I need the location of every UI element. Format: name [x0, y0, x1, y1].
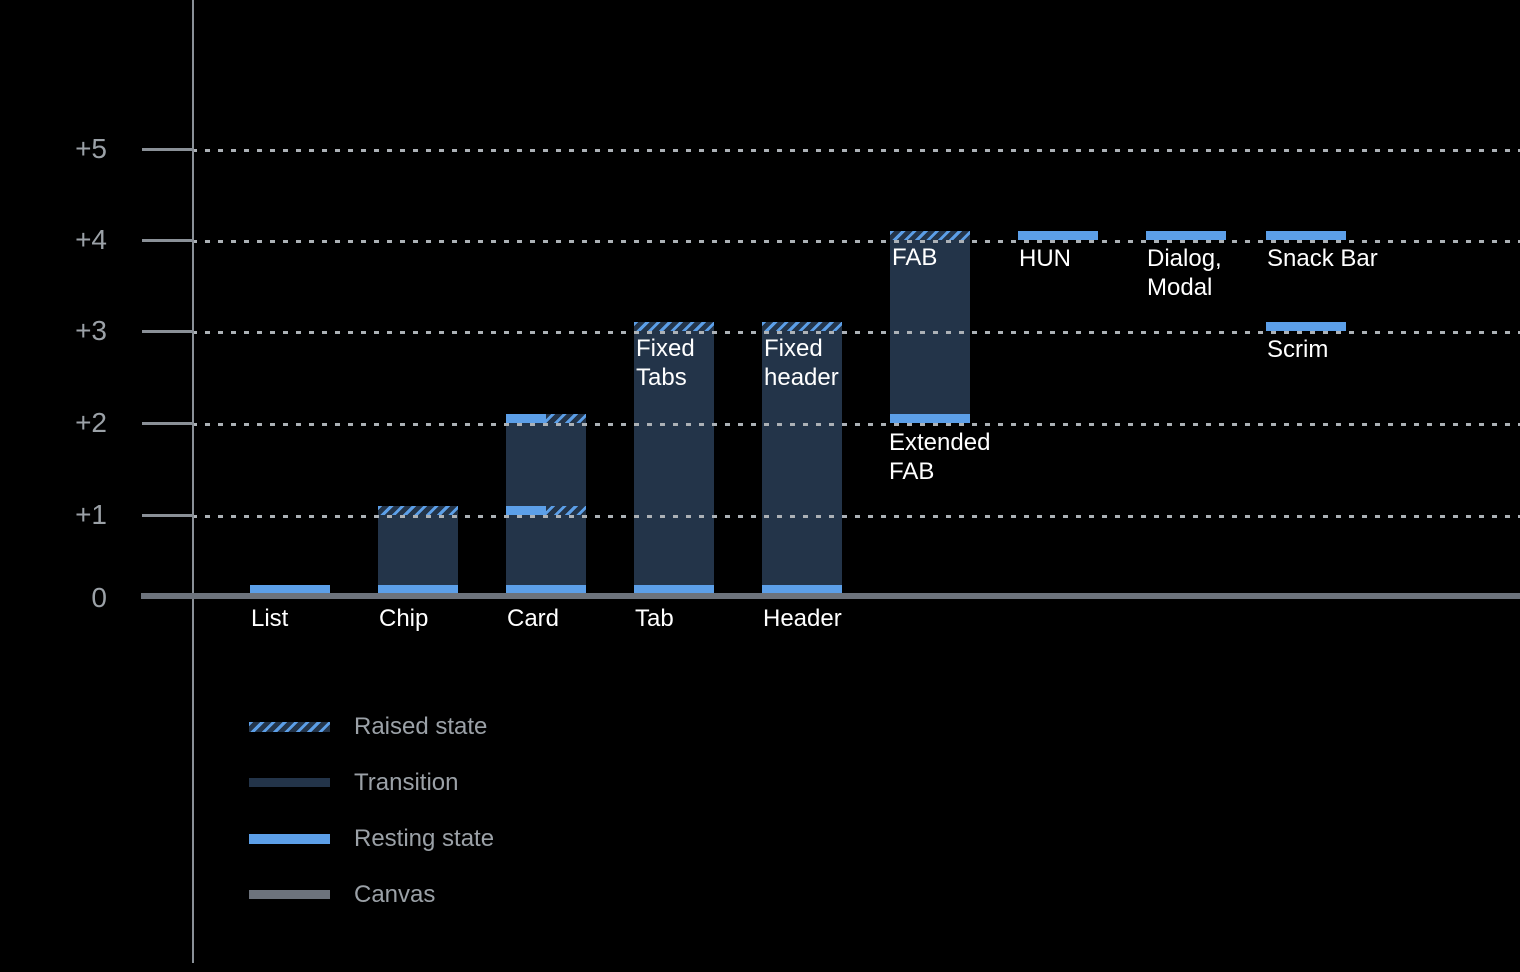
ytick-mark-+5 — [142, 148, 192, 151]
ytick-label-+1: +1 — [75, 499, 107, 530]
band-split-card — [506, 414, 586, 423]
canvas-baseline — [141, 593, 1520, 599]
axis-label-card: Card — [507, 605, 560, 632]
legend-swatch-canvas — [249, 890, 330, 899]
label-snack-bar: Snack Bar — [1267, 245, 1378, 272]
band-split-card — [506, 506, 586, 515]
axis-label-tab: Tab — [635, 605, 674, 632]
floating-bar-snack-bar — [1266, 231, 1346, 240]
band-resting-list — [250, 585, 330, 594]
gridline-+5 — [192, 149, 1520, 152]
band-resting-chip — [378, 585, 458, 594]
ytick-label-0: 0 — [91, 582, 107, 613]
inner-label-extended-fab: FAB — [892, 244, 938, 271]
axis-label-chip: Chip — [379, 605, 429, 632]
bar-tab: Fixed Tabs — [634, 322, 714, 594]
ytick-label-+4: +4 — [75, 224, 107, 255]
legend-label-resting: Resting state — [354, 825, 495, 852]
legend-swatch-transition — [249, 778, 330, 787]
axis-label-header: Header — [763, 605, 842, 632]
ytick-label-+2: +2 — [75, 407, 107, 438]
bar-card — [506, 414, 586, 594]
inner-label-tab: Fixed Tabs — [636, 335, 695, 391]
axis-label-list: List — [251, 605, 289, 632]
ytick-label-+5: +5 — [75, 133, 107, 164]
gridline-+3 — [192, 331, 1520, 334]
legend-label-raised: Raised state — [354, 713, 488, 740]
legend-swatch-resting — [249, 834, 330, 844]
bar-list — [250, 585, 330, 594]
ytick-label-+3: +3 — [75, 315, 107, 346]
bar-header: Fixed header — [762, 322, 842, 594]
band-resting-card — [506, 585, 586, 594]
legend-label-transition: Transition — [354, 768, 459, 796]
label-dialog-modal: Dialog, Modal — [1147, 245, 1222, 301]
gridline-+1 — [192, 515, 1520, 518]
below-label-extended-fab: Extended FAB — [889, 429, 991, 485]
floating-bar-hun — [1018, 231, 1098, 240]
y-axis-line — [192, 0, 194, 963]
bar-chip — [378, 506, 458, 594]
gridline-+4 — [192, 240, 1520, 243]
ytick-mark-+4 — [142, 239, 192, 242]
gridline-+2 — [192, 423, 1520, 426]
label-scrim: Scrim — [1267, 336, 1329, 363]
floating-bar-scrim — [1266, 322, 1346, 331]
band-resting-header — [762, 585, 842, 594]
ytick-mark-+2 — [142, 422, 192, 425]
bar-extended-fab: FAB — [890, 231, 970, 423]
band-resting-extended-fab — [890, 414, 970, 423]
band-raised-tab — [634, 322, 714, 331]
band-raised-chip — [378, 506, 458, 515]
label-hun: HUN — [1019, 245, 1071, 272]
floating-bar-dialog-modal — [1146, 231, 1226, 240]
ytick-mark-+1 — [142, 514, 192, 517]
band-raised-extended-fab — [890, 231, 970, 240]
ytick-mark-+3 — [142, 330, 192, 333]
band-raised-header — [762, 322, 842, 331]
inner-label-header: Fixed header — [764, 335, 839, 391]
legend-swatch-raised — [249, 722, 330, 732]
band-resting-tab — [634, 585, 714, 594]
legend-label-canvas: Canvas — [354, 880, 436, 908]
